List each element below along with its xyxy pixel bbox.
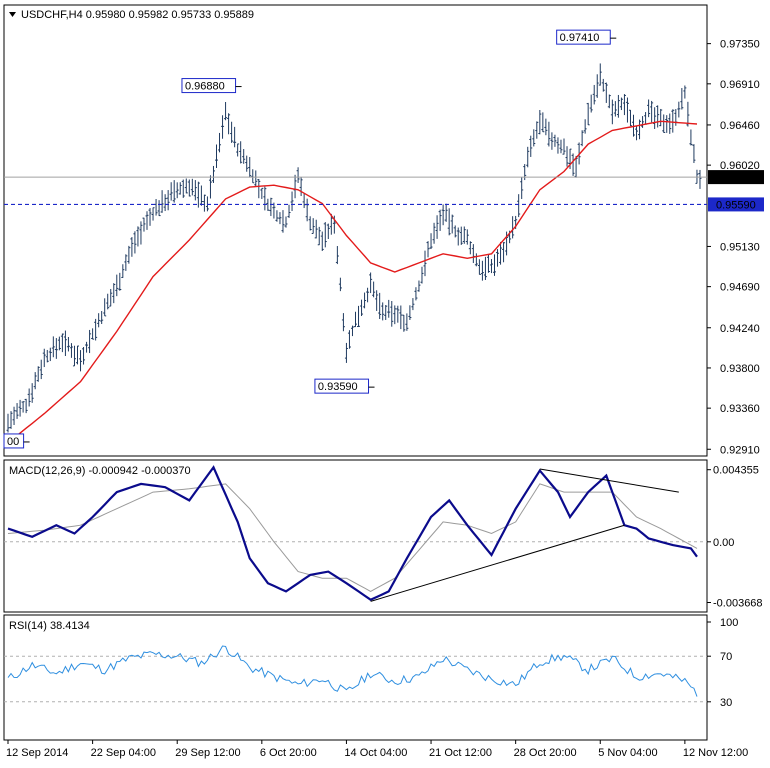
rsi-y-tick-label: 100	[720, 617, 738, 629]
x-tick-label: 29 Sep 12:00	[175, 747, 240, 759]
moving-average-line	[7, 120, 698, 444]
price-y-tick-label: 0.94690	[720, 282, 760, 294]
price-y-tick-label: 0.96020	[720, 160, 760, 172]
price-y-tick-label: 0.93360	[720, 403, 760, 415]
rsi-panel[interactable]	[3, 614, 708, 741]
rsi-y-tick-label: 70	[720, 651, 732, 663]
price-y-tick-label: 0.97350	[720, 39, 760, 51]
x-tick-label: 6 Oct 20:00	[260, 747, 317, 759]
x-tick-label: 22 Sep 04:00	[91, 747, 156, 759]
rsi-y-tick-label: 30	[720, 697, 732, 709]
dropdown-triangle-icon[interactable]	[9, 12, 16, 17]
macd-y-tick-label: -0.003668	[713, 598, 763, 610]
price-bars	[6, 63, 702, 433]
x-tick-label: 5 Nov 04:00	[598, 747, 657, 759]
annotation-label: 0.93590	[318, 381, 358, 393]
macd-y-tick-label: 0.00	[713, 537, 734, 549]
annotation-box	[3, 433, 25, 449]
macd-header: MACD(12,26,9) -0.000942 -0.000370	[9, 465, 191, 477]
macd-resistance-trendline	[539, 468, 679, 493]
level-price-label: 0.95590	[716, 199, 756, 211]
price-y-tick-label: 0.95130	[720, 241, 760, 253]
macd-line	[7, 465, 698, 601]
level-price-box	[708, 197, 764, 212]
annotation-label: 0.96880	[185, 81, 225, 93]
price-y-tick-label: 0.96910	[720, 79, 760, 91]
price-annotation: 0.97410	[556, 29, 617, 45]
x-tick-label: 21 Oct 12:00	[429, 747, 492, 759]
price-y-tick-label: 0.96460	[720, 120, 760, 132]
macd-y-tick-label: 0.004355	[713, 465, 759, 477]
rsi-header: RSI(14) 38.4134	[9, 620, 90, 632]
price-y-tick-label: 0.93800	[720, 363, 760, 375]
current-price-box	[708, 170, 764, 185]
price-y-tick-label: 0.92910	[720, 444, 760, 456]
macd-signal-line	[7, 483, 698, 592]
annotation-box	[556, 29, 611, 45]
x-tick-label: 14 Oct 04:00	[344, 747, 407, 759]
price-annotation: 0.93590	[314, 378, 375, 394]
annotation-label: 0.97410	[560, 32, 600, 44]
macd-support-trendline	[370, 524, 625, 602]
price-annotation: 00	[3, 433, 30, 449]
price-y-tick-label: 0.94240	[720, 323, 760, 335]
x-tick-label: 28 Oct 20:00	[514, 747, 577, 759]
annotation-box	[181, 78, 237, 94]
x-tick-label: 12 Nov 12:00	[683, 747, 748, 759]
annotation-label: 00	[7, 436, 19, 448]
price-header: USDCHF,H4 0.95980 0.95982 0.95733 0.9588…	[21, 9, 254, 21]
rsi-line	[7, 645, 698, 697]
price-annotation: 0.96880	[181, 78, 242, 94]
current-price-label: 0.95889	[716, 172, 756, 184]
x-tick-label: 12 Sep 2014	[6, 747, 68, 759]
annotation-box	[314, 378, 370, 394]
